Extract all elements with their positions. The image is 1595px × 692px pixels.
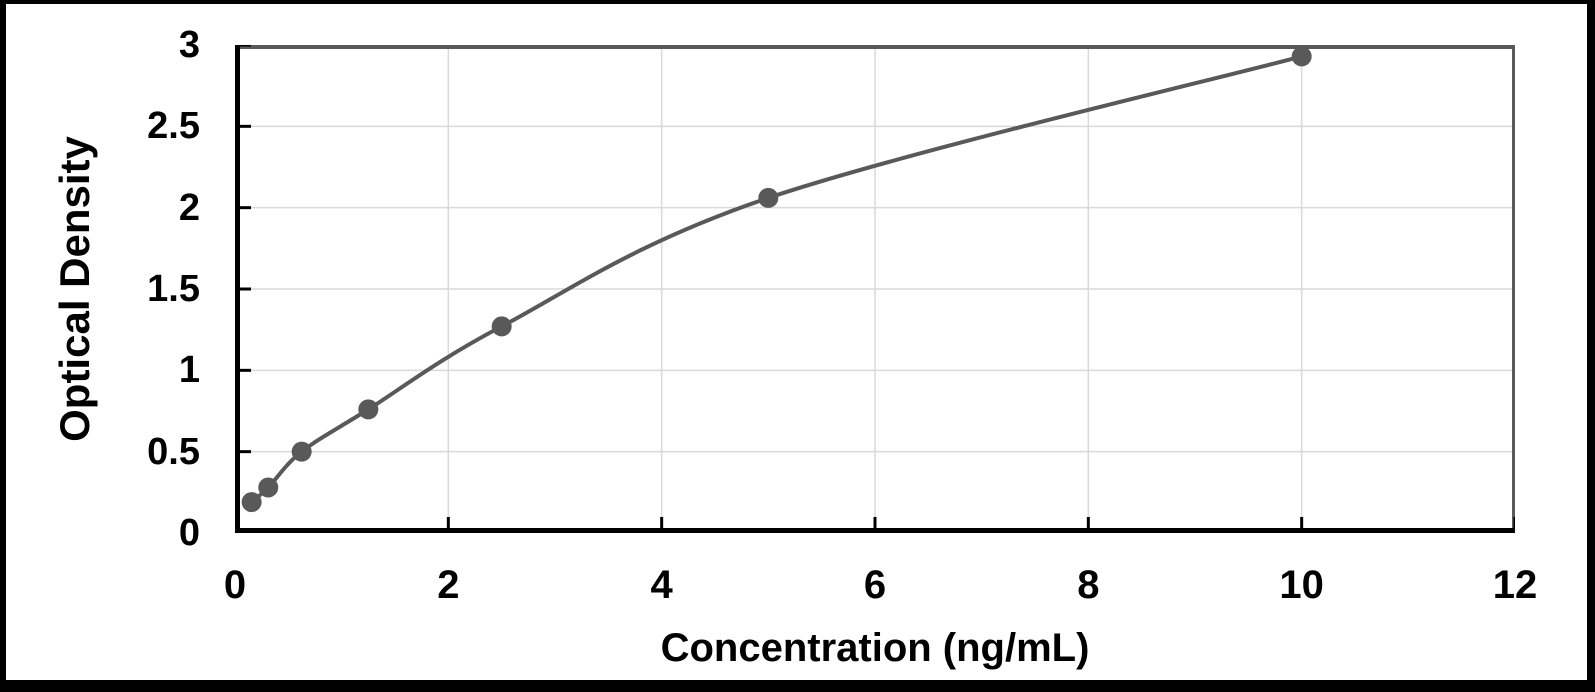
data-point-marker xyxy=(758,187,779,208)
x-tick-label: 2 xyxy=(437,563,460,607)
x-tick-label: 4 xyxy=(650,563,673,607)
data-point-marker xyxy=(491,316,512,337)
data-point-marker xyxy=(1291,46,1312,67)
y-tick-label: 3 xyxy=(178,24,200,66)
x-tick-label: 10 xyxy=(1279,563,1324,607)
y-tick-label: 1.5 xyxy=(147,268,200,310)
y-tick-label: 2 xyxy=(178,186,200,229)
plot-area xyxy=(235,45,1515,533)
y-tick-label: 0 xyxy=(178,512,200,554)
gridlines xyxy=(235,45,1515,533)
data-points xyxy=(241,46,1312,513)
data-point-marker xyxy=(358,399,379,420)
y-tick-label: 0.5 xyxy=(147,430,200,473)
x-tick-label: 6 xyxy=(863,563,887,607)
axis-tick-marks xyxy=(235,45,1515,533)
y-tick-label: 1 xyxy=(178,349,200,392)
standard-curve-line xyxy=(250,54,1303,504)
data-point-marker xyxy=(291,441,312,462)
y-tick-label: 2.5 xyxy=(147,105,200,148)
x-tick-label: 12 xyxy=(1492,563,1538,607)
x-axis-title: Concentration (ng/mL) xyxy=(660,626,1090,670)
chart-canvas: Optical Density 0 0.5 1 1.5 2 2.5 3 0 2 4 6 8 10 12 … xyxy=(6,4,1587,680)
x-tick-label: 8 xyxy=(1077,563,1100,607)
x-tick-label: 0 xyxy=(223,563,247,607)
data-point-marker xyxy=(241,492,262,513)
data-point-marker xyxy=(258,477,279,498)
